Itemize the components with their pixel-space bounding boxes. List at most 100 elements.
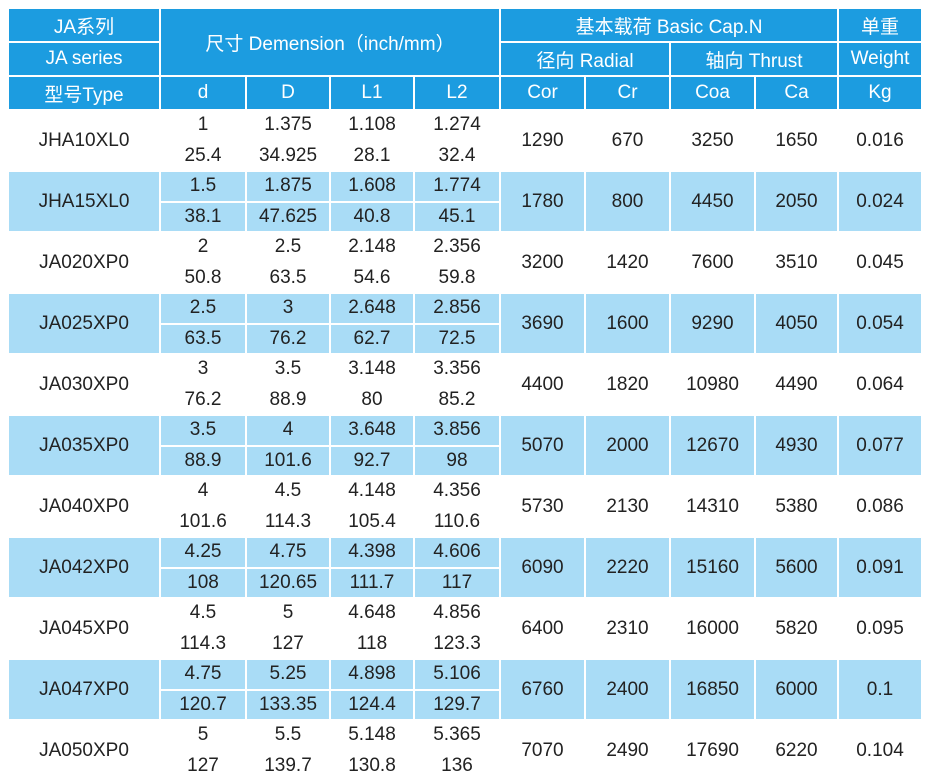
- mm-cell: 62.7: [331, 324, 413, 353]
- load-cell: 7600: [691, 251, 734, 273]
- weight-cell: 0.045: [856, 251, 904, 273]
- load-cell: 3250: [691, 129, 734, 151]
- load-cell: 3200: [521, 251, 564, 273]
- load-cell: 1650: [775, 129, 818, 151]
- header-cell: 径向 Radial: [501, 43, 669, 75]
- load-cell: 16850: [671, 660, 754, 719]
- inch-cell: 4.5: [189, 602, 217, 624]
- load-cell: 5820: [775, 617, 818, 639]
- load-cell: 1600: [586, 294, 669, 353]
- column-header: Ca: [756, 77, 837, 109]
- type-cell: JA020XP0: [39, 251, 129, 273]
- mm-cell: 63.5: [269, 266, 307, 288]
- type-cell: JA042XP0: [9, 538, 159, 597]
- mm-cell: 133.35: [247, 690, 329, 719]
- mm-cell: 136: [441, 754, 473, 776]
- column-header: Coa: [671, 77, 754, 109]
- weight-cell: 0.064: [856, 373, 904, 395]
- load-cell: 4930: [756, 416, 837, 475]
- load-cell: 15160: [671, 538, 754, 597]
- mm-cell: 34.925: [258, 144, 318, 166]
- mm-cell: 124.4: [331, 690, 413, 719]
- mm-cell: 45.1: [415, 202, 499, 231]
- inch-cell: 4.75: [161, 660, 245, 689]
- weight-cell: 0.054: [839, 294, 921, 353]
- load-cell: 5380: [775, 495, 818, 517]
- mm-cell: 108: [161, 568, 245, 597]
- weight-cell: 0.104: [856, 739, 904, 761]
- mm-cell: 111.7: [331, 568, 413, 597]
- inch-cell: 4.5: [274, 480, 302, 502]
- mm-cell: 118: [356, 632, 388, 654]
- load-cell: 12670: [671, 416, 754, 475]
- header-cell: 单重: [839, 9, 921, 41]
- inch-cell: 3: [197, 358, 209, 380]
- load-cell: 9290: [671, 294, 754, 353]
- inch-cell: 4.25: [161, 538, 245, 567]
- inch-cell: 2.148: [348, 236, 396, 258]
- inch-cell: 5.25: [247, 660, 329, 689]
- mm-cell: 47.625: [247, 202, 329, 231]
- type-cell: JA040XP0: [39, 495, 129, 517]
- inch-cell: 3.148: [348, 358, 396, 380]
- mm-cell: 28.1: [353, 144, 391, 166]
- inch-cell: 3.648: [331, 416, 413, 445]
- load-cell: 6400: [521, 617, 564, 639]
- mm-cell: 76.2: [184, 388, 222, 410]
- column-header: d: [161, 77, 245, 109]
- inch-cell: 5.106: [415, 660, 499, 689]
- inch-cell: 2.5: [274, 236, 302, 258]
- type-cell: JA025XP0: [9, 294, 159, 353]
- type-cell: JHA10XL0: [38, 129, 130, 151]
- header-cell: 轴向 Thrust: [671, 43, 837, 75]
- column-header: Cor: [501, 77, 584, 109]
- weight-cell: 0.1: [839, 660, 921, 719]
- inch-cell: 2: [197, 236, 209, 258]
- mm-cell: 40.8: [331, 202, 413, 231]
- weight-cell: 0.024: [839, 172, 921, 231]
- inch-cell: 5.5: [274, 724, 302, 746]
- column-header: D: [247, 77, 329, 109]
- weight-cell: 0.095: [856, 617, 904, 639]
- column-header: Cr: [586, 77, 669, 109]
- load-cell: 2130: [606, 495, 649, 517]
- column-header: Kg: [839, 77, 921, 109]
- load-cell: 4450: [671, 172, 754, 231]
- inch-cell: 1: [197, 114, 209, 136]
- inch-cell: 4.856: [433, 602, 481, 624]
- weight-cell: 0.086: [856, 495, 904, 517]
- mm-cell: 88.9: [161, 446, 245, 475]
- inch-cell: 1.875: [247, 172, 329, 201]
- inch-cell: 1.608: [331, 172, 413, 201]
- load-cell: 1420: [606, 251, 649, 273]
- type-cell: JHA15XL0: [9, 172, 159, 231]
- load-cell: 4490: [775, 373, 818, 395]
- load-cell: 6760: [501, 660, 584, 719]
- inch-cell: 3.356: [433, 358, 481, 380]
- load-cell: 7070: [521, 739, 564, 761]
- load-cell: 4400: [521, 373, 564, 395]
- header-cell: JA系列: [9, 9, 159, 41]
- inch-cell: 2.856: [415, 294, 499, 323]
- mm-cell: 59.8: [438, 266, 476, 288]
- mm-cell: 120.65: [247, 568, 329, 597]
- load-cell: 2050: [756, 172, 837, 231]
- mm-cell: 63.5: [161, 324, 245, 353]
- load-cell: 6220: [775, 739, 818, 761]
- mm-cell: 127: [272, 632, 304, 654]
- load-cell: 670: [611, 129, 644, 151]
- load-cell: 1820: [606, 373, 649, 395]
- header-cell: 基本载荷 Basic Cap.N: [501, 9, 837, 41]
- load-cell: 6090: [501, 538, 584, 597]
- inch-cell: 1.375: [264, 114, 312, 136]
- inch-cell: 3.5: [274, 358, 302, 380]
- load-cell: 2220: [586, 538, 669, 597]
- mm-cell: 101.6: [247, 446, 329, 475]
- mm-cell: 101.6: [179, 510, 227, 532]
- type-cell: JA030XP0: [39, 373, 129, 395]
- mm-cell: 54.6: [353, 266, 391, 288]
- mm-cell: 50.8: [184, 266, 222, 288]
- mm-cell: 105.4: [348, 510, 396, 532]
- load-cell: 16000: [686, 617, 739, 639]
